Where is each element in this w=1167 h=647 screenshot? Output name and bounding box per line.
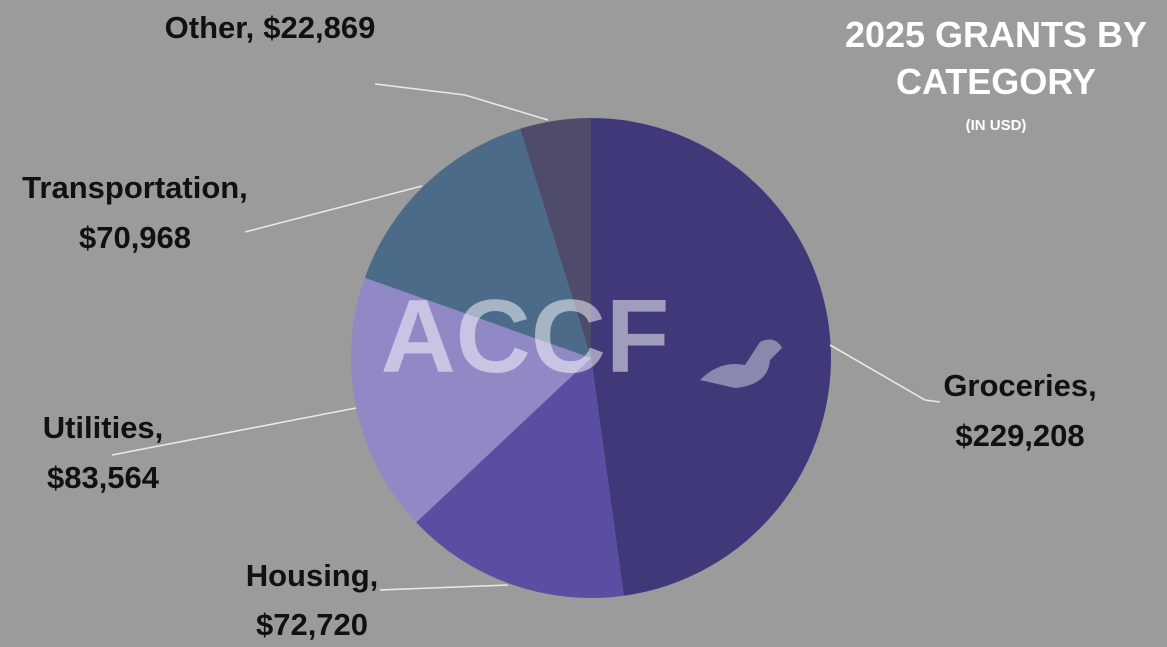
value-label: $229,208 (955, 418, 1084, 453)
title-line: CATEGORY (896, 61, 1096, 102)
slice-label: Other,$22,869 (165, 10, 376, 45)
value-label: $83,564 (47, 460, 160, 495)
category-label: Other, (165, 10, 255, 45)
title-line: 2025 GRANTS BY (845, 14, 1147, 55)
value-label: $70,968 (79, 220, 191, 255)
category-label: Groceries, (943, 368, 1096, 403)
chart-subtitle: (IN USD) (966, 117, 1027, 134)
watermark: ACCF (381, 279, 670, 395)
category-label: Transportation, (22, 170, 248, 205)
value-label: $72,720 (256, 607, 368, 642)
chart: ACCF 2025 GRANTS BY CATEGORY (IN USD) Gro… (0, 0, 1167, 647)
category-label: Housing, (246, 558, 379, 593)
category-label: Utilities, (43, 410, 164, 445)
value-label: $22,869 (263, 10, 375, 45)
